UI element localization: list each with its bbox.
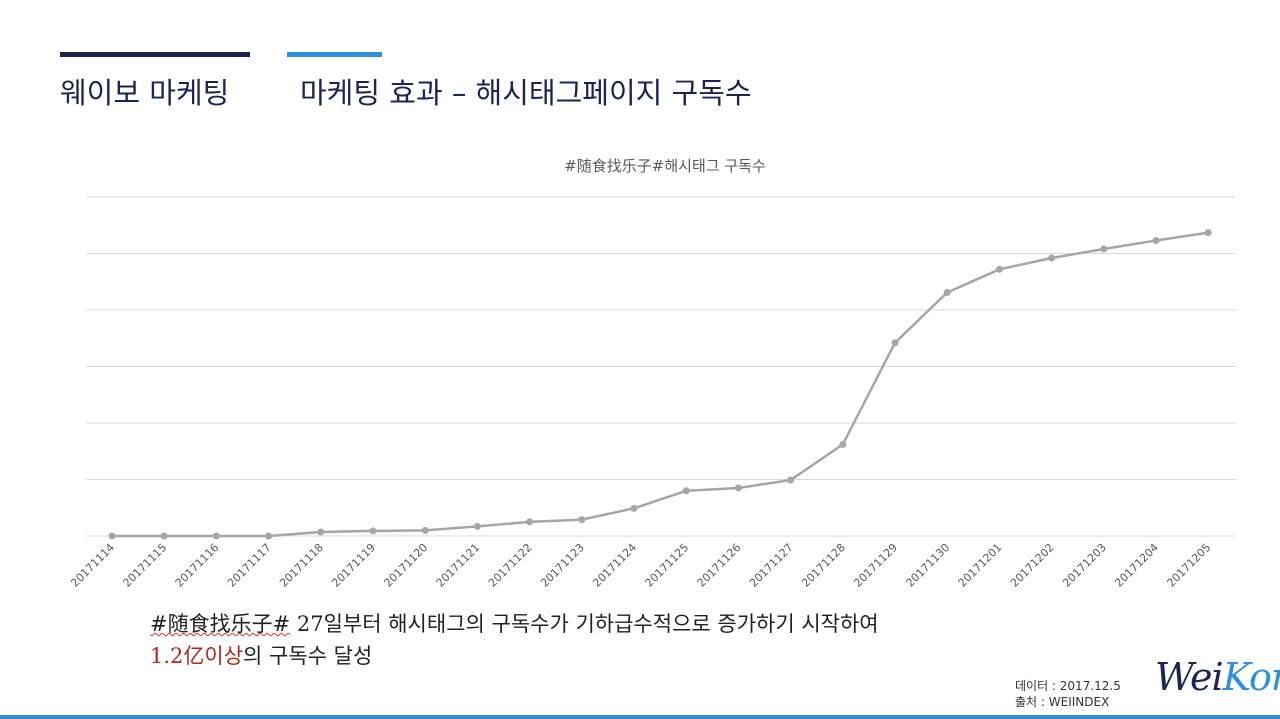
- data-date: 데이터 : 2017.12.5: [1015, 679, 1121, 693]
- chart-title: #随食找乐子#해시태그 구독수: [564, 157, 766, 175]
- caption-line-2: 1.2亿이상의 구독수 달성: [150, 640, 879, 672]
- data-point: [1152, 237, 1160, 245]
- x-tick-label: 20171117: [225, 541, 274, 590]
- data-point: [787, 476, 795, 484]
- data-point: [891, 339, 899, 347]
- x-tick-label: 20171204: [1112, 541, 1161, 590]
- caption-highlight: 1.2亿이상: [150, 644, 244, 668]
- data-point: [839, 440, 847, 448]
- data-point: [734, 484, 742, 492]
- caption-hashtag: #随食找乐子#: [150, 612, 291, 636]
- data-point: [212, 532, 220, 540]
- x-tick-label: 20171114: [68, 541, 117, 590]
- caption-line-2-text: 의 구독수 달성: [243, 644, 373, 668]
- caption-line-1: #随食找乐子# 27일부터 해시태그의 구독수가 기하급수적으로 증가하기 시작…: [150, 608, 879, 640]
- section-accent-bar: [60, 52, 250, 57]
- slide-accent-bar: [287, 52, 382, 57]
- data-point: [943, 288, 951, 296]
- x-tick-label: 20171121: [434, 541, 483, 590]
- data-origin: 출처 : WEIINDEX: [1015, 695, 1110, 709]
- data-point: [682, 487, 690, 495]
- data-point: [369, 527, 377, 535]
- data-point: [526, 518, 534, 526]
- x-tick-label: 20171201: [956, 541, 1005, 590]
- x-tick-label: 20171129: [851, 541, 900, 590]
- x-tick-label: 20171125: [643, 541, 692, 590]
- series-line: [112, 231, 1209, 538]
- section-title: 웨이보 마케팅: [60, 76, 230, 110]
- x-tick-label: 20171202: [1008, 541, 1057, 590]
- caption: #随食找乐子# 27일부터 해시태그의 구독수가 기하급수적으로 증가하기 시작…: [150, 608, 879, 672]
- x-tick-label: 20171128: [799, 541, 848, 590]
- caption-line-1-text: 27일부터 해시태그의 구독수가 기하급수적으로 증가하기 시작하여: [290, 612, 879, 636]
- x-tick-label: 20171122: [486, 541, 535, 590]
- data-point: [421, 526, 429, 534]
- x-tick-label: 20171127: [747, 541, 796, 590]
- x-tick-label: 20171205: [1165, 541, 1214, 590]
- data-point: [1100, 245, 1108, 253]
- data-point: [317, 528, 325, 536]
- data-point: [473, 522, 481, 530]
- x-tick-label: 20171119: [329, 541, 378, 590]
- data-point: [995, 265, 1003, 273]
- x-tick-label: 20171126: [695, 541, 744, 590]
- x-tick-label: 20171115: [121, 541, 170, 590]
- data-point: [578, 516, 586, 524]
- x-tick-label: 20171130: [904, 541, 953, 590]
- data-point: [265, 532, 273, 540]
- data-point: [1048, 254, 1056, 262]
- weikorea-logo: WeiKorea: [1155, 655, 1280, 699]
- footer-accent-line: [0, 715, 1280, 719]
- slide-title: 마케팅 효과 – 해시태그페이지 구독수: [300, 76, 752, 110]
- x-tick-label: 20171124: [590, 541, 639, 590]
- x-tick-label: 20171120: [382, 541, 431, 590]
- x-tick-label: 20171118: [277, 541, 326, 590]
- data-point: [1204, 229, 1212, 237]
- source-note: 데이터 : 2017.12.5 출처 : WEIINDEX: [1015, 678, 1121, 710]
- data-point: [108, 532, 116, 540]
- x-tick-label: 20171116: [173, 541, 222, 590]
- x-tick-label: 20171123: [538, 541, 587, 590]
- data-point: [630, 504, 638, 512]
- x-tick-label: 20171203: [1060, 541, 1109, 590]
- data-point: [160, 532, 168, 540]
